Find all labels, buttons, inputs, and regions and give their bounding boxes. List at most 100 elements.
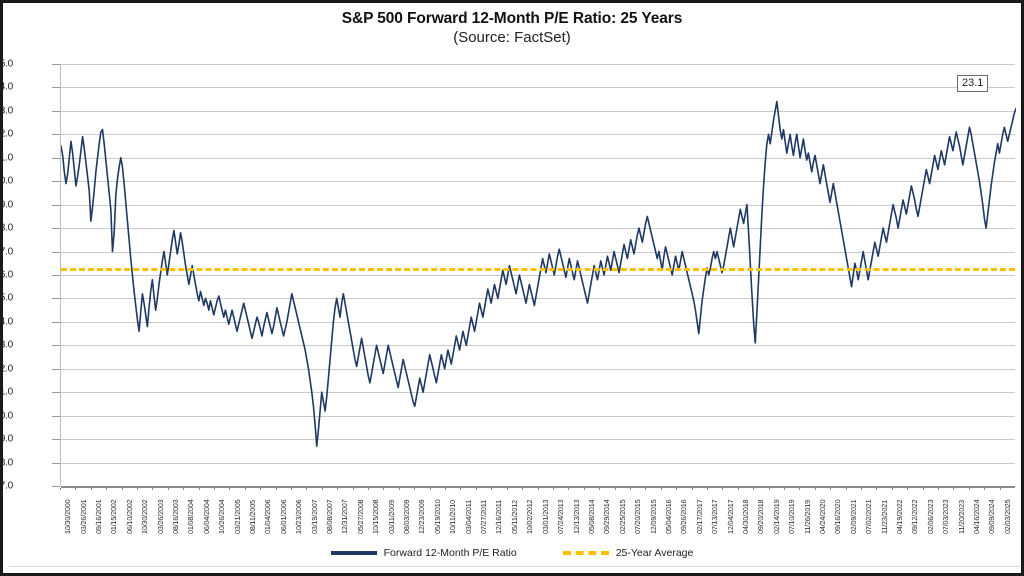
y-axis-tick-label: 17.0 [0,246,13,258]
y-axis-tick-mark [52,439,60,441]
x-axis-tick-label: 09/20/2018 [756,499,766,534]
x-axis-tick-label: 03/21/2005 [232,499,242,534]
x-axis-tick-mark [768,488,770,490]
x-axis-tick-mark [429,488,431,490]
y-axis-tick-mark [52,228,60,230]
x-axis-tick-label: 10/30/2002 [140,499,150,534]
x-axis-tick-mark [321,488,323,490]
gridline [61,275,1015,276]
y-axis-tick-mark [52,157,60,159]
x-axis-tick-mark [260,488,262,490]
x-axis-tick-label: 05/11/2012 [509,500,519,534]
x-axis-tick-label: 05/04/2016 [663,499,673,534]
y-axis-tick-mark [52,462,60,464]
x-axis-tick-mark [275,488,277,490]
x-axis-tick-label: 09/16/2020 [833,499,843,534]
y-axis-tick-label: 15.0 [0,292,13,304]
x-axis-tick-mark [922,488,924,490]
chart-title: S&P 500 Forward 12-Month P/E Ratio: 25 Y… [341,10,683,27]
y-axis-tick-mark [52,134,60,136]
legend-swatch-solid-icon [330,551,377,555]
x-axis-tick-label: 08/03/2009 [402,499,412,534]
x-axis-tick-mark [907,488,909,490]
x-axis-tick-mark [676,488,678,490]
legend-label-average: 25-Year Average [615,547,694,559]
x-axis-tick-label: 01/08/2004 [186,499,196,534]
x-axis-tick-label: 12/23/2009 [417,499,427,534]
x-axis-tick-label: 09/26/2016 [679,499,689,534]
x-axis-tick-label: 08/08/2007 [325,499,335,534]
x-axis-tick-label: 03/19/2007 [309,499,319,534]
x-axis-tick-mark [475,488,477,490]
x-axis-tick-mark [783,488,785,490]
x-axis-tick-mark [90,488,92,490]
x-axis-tick-mark [722,488,724,490]
y-axis-tick-label: 18.0 [0,222,13,234]
y-axis-tick-mark [52,321,60,323]
x-axis-tick-label: 06/04/2004 [201,499,211,534]
average-line [61,267,1015,271]
x-axis-tick-mark [214,488,216,490]
x-axis-tick-label: 02/14/2019 [771,499,781,534]
gridline [61,157,1015,159]
x-axis-tick-label: 01/04/2006 [263,499,273,534]
x-axis-tick-mark [137,488,139,490]
y-axis-tick-mark [52,181,60,183]
x-axis-tick-mark [953,488,955,490]
y-axis-tick-label: 21.0 [0,152,13,164]
gridline [61,439,1015,441]
legend-label-forward-pe: Forward 12-Month P/E Ratio [383,547,517,559]
y-axis-tick-label: 8.0 [0,457,13,469]
y-axis-tick-label: 22.0 [0,128,13,140]
x-axis-tick-mark [337,488,339,490]
x-axis-tick-label: 07/02/2021 [864,499,874,534]
legend-swatch-dashed-icon [562,551,609,555]
gridline [61,64,1015,65]
x-axis-tick-label: 07/03/2023 [941,499,951,534]
y-axis-tick-label: 14.0 [0,316,13,328]
chart-header: S&P 500 Forward 12-Month P/E Ratio: 25 Y… [3,9,1021,47]
x-axis-tick-mark [629,488,631,490]
x-axis-tick-label: 11/23/2021 [879,500,889,534]
x-axis-tick-mark [799,488,801,490]
y-axis-tick-label: 19.0 [0,199,13,211]
x-axis-tick-mark [706,488,708,490]
x-axis-tick-label: 11/20/2023 [956,500,966,534]
x-axis-tick-mark [814,488,816,490]
x-axis-tick-label: 08/11/2005 [248,500,258,534]
x-axis-tick-label: 12/09/2015 [648,499,658,534]
x-axis-tick-label: 07/13/2017 [710,499,720,534]
x-axis-tick-label: 07/27/2011 [479,500,489,534]
x-axis-tick-label: 10/30/2000 [63,499,73,534]
y-axis-tick-label: 10.0 [0,410,13,422]
x-axis-tick-label: 01/15/2002 [109,499,119,534]
x-axis-tick-label: 12/04/2017 [725,499,735,534]
x-axis-tick-label: 09/29/2014 [602,499,612,534]
gridline [61,110,1015,112]
x-axis-tick-label: 06/01/2006 [278,499,288,534]
x-axis-tick-mark [491,488,493,490]
x-axis-tick-mark [999,488,1001,490]
x-axis-tick-label: 02/25/2015 [617,499,627,534]
y-axis-tick-label: 20.0 [0,175,13,187]
x-axis-tick-mark [244,488,246,490]
x-axis-tick-label: 07/20/2015 [633,499,643,534]
x-axis-tick-label: 03/26/2001 [78,499,88,534]
x-axis-tick-mark [383,488,385,490]
series-polyline [61,100,1016,447]
y-axis-tick-mark [52,298,60,300]
y-axis-tick-mark [52,345,60,347]
x-axis-tick-label: 12/16/2011 [494,500,504,534]
x-axis: 10/30/2000 03/26/2001 09/16/2001 01/15/2002… [60,488,1015,536]
y-axis-tick-label: 13.0 [0,339,13,351]
x-axis-tick-mark [876,488,878,490]
y-axis-tick-label: 25.0 [0,58,13,70]
x-axis-tick-mark [537,488,539,490]
x-axis-tick-label: 09/16/2001 [94,499,103,534]
y-axis-tick-mark [52,87,60,89]
x-axis-tick-mark [445,488,447,490]
gridline [61,486,1015,488]
last-value-text: 23.1 [962,76,984,89]
x-axis-tick-mark [583,488,585,490]
